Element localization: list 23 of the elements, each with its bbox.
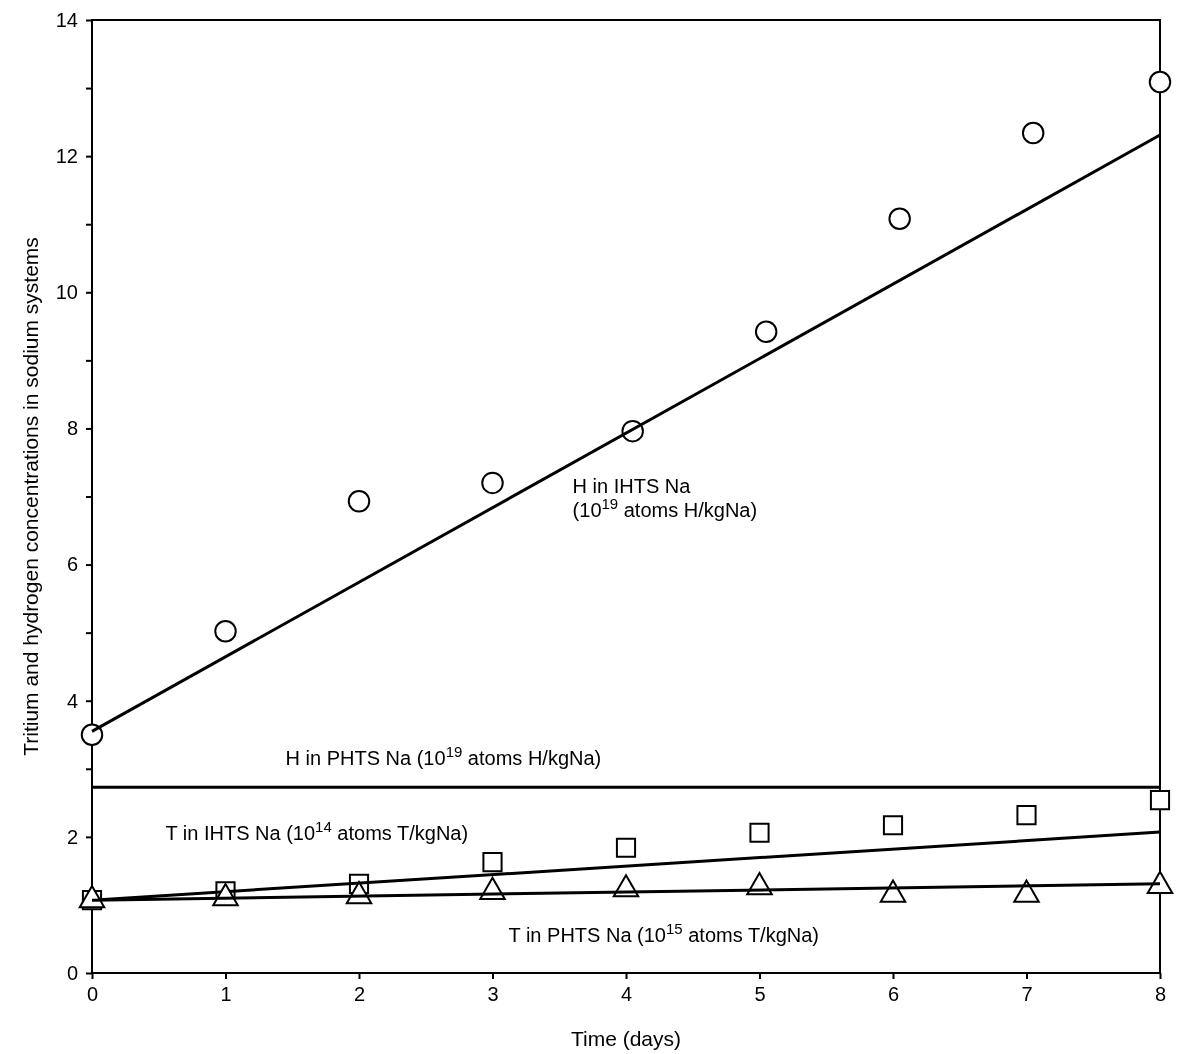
x-tick-label: 3 bbox=[487, 983, 499, 1006]
x-tick-label: 8 bbox=[1154, 983, 1167, 1006]
y-tick-label: 8 bbox=[66, 417, 78, 440]
y-axis-title: Tritium and hydrogen concentrations in sodium systems bbox=[19, 237, 42, 756]
y-tick-label: 12 bbox=[55, 145, 78, 168]
x-tick-label: 0 bbox=[86, 983, 99, 1006]
series-label: T in PHTS Na (10$^{15}$ atoms T/kgNa) bbox=[508, 919, 820, 947]
series-label: H in IHTS Na (10$^{19}$ atoms H/kgNa) bbox=[572, 475, 758, 522]
x-axis-title: Time (days) bbox=[570, 1027, 682, 1050]
series-label: T in IHTS Na (10$^{14}$ atoms T/kgNa) bbox=[165, 817, 469, 845]
x-tick-label: 7 bbox=[1021, 983, 1033, 1006]
y-tick-label: 0 bbox=[66, 961, 78, 984]
x-tick-label: 5 bbox=[754, 983, 766, 1006]
y-tick-label: 4 bbox=[66, 689, 78, 712]
x-tick-label: 2 bbox=[353, 983, 366, 1006]
y-tick-label: 14 bbox=[55, 8, 78, 31]
x-tick-label: 6 bbox=[887, 983, 900, 1006]
y-tick-label: 2 bbox=[66, 825, 78, 848]
x-tick-label: 4 bbox=[620, 983, 633, 1006]
y-tick-label: 10 bbox=[55, 281, 78, 304]
y-tick-label: 6 bbox=[66, 553, 78, 576]
series-label: H in PHTS Na (10$^{19}$ atoms H/kgNa) bbox=[285, 742, 602, 770]
x-tick-label: 1 bbox=[220, 983, 232, 1006]
